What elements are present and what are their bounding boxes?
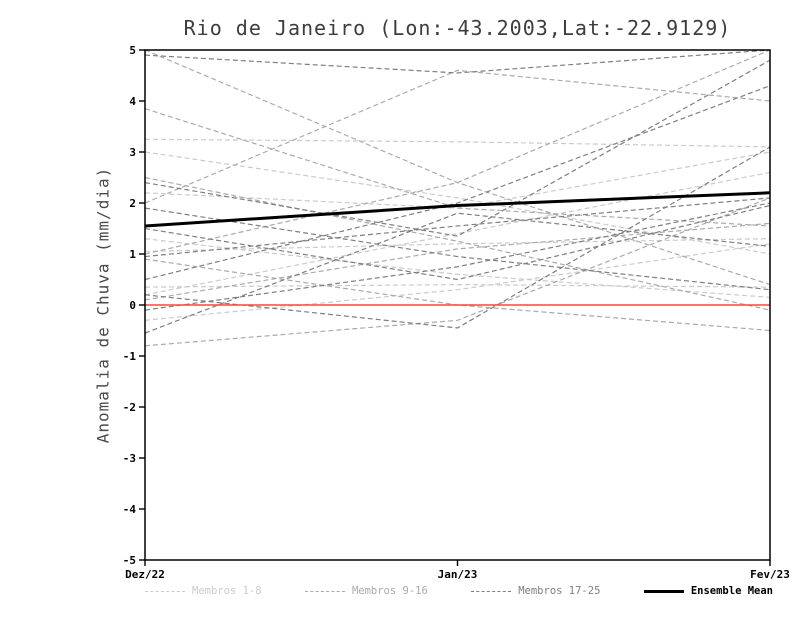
ensemble-mean-line bbox=[145, 191, 770, 228]
member-line-g3-8 bbox=[145, 85, 770, 281]
member-line-g1-4 bbox=[145, 238, 770, 253]
member-line-g1-3 bbox=[145, 151, 770, 209]
series-lines bbox=[145, 50, 770, 347]
member-line-g1-6 bbox=[145, 171, 770, 296]
member-line-g1-8 bbox=[145, 243, 770, 321]
legend-line-sample bbox=[471, 590, 512, 592]
legend-label: Ensemble Mean bbox=[690, 585, 773, 597]
legend: Membros 1-8 Membros 9-16 Membros 17-25 Ense… bbox=[145, 585, 773, 597]
y-tick-label: 1 bbox=[129, 248, 136, 261]
y-tick-label: -4 bbox=[123, 503, 137, 516]
y-tick-label: -5 bbox=[123, 554, 136, 567]
x-tick-label: Jan/23 bbox=[438, 568, 478, 581]
y-tick-label: 4 bbox=[129, 95, 136, 108]
legend-label: Membros 1-8 bbox=[192, 585, 262, 597]
member-line-g1-7 bbox=[145, 238, 770, 298]
y-tick-label: 3 bbox=[129, 146, 136, 159]
member-line-g3-7 bbox=[145, 204, 770, 281]
y-tick-label: 0 bbox=[129, 299, 136, 312]
member-line-g3-2 bbox=[145, 59, 770, 237]
member-line-g2-7 bbox=[145, 197, 770, 347]
x-tick-label: Dez/22 bbox=[125, 568, 165, 581]
x-tick-label: Fev/23 bbox=[750, 568, 790, 581]
member-line-g2-4 bbox=[145, 50, 770, 255]
member-line-g2-8 bbox=[145, 69, 770, 204]
member-line-g2-6 bbox=[145, 222, 770, 301]
member-line-g1-1 bbox=[145, 138, 770, 148]
member-line-g2-3 bbox=[145, 176, 770, 311]
legend-entry: Membros 17-25 bbox=[471, 585, 600, 597]
legend-entry: Ensemble Mean bbox=[643, 585, 773, 597]
member-line-g3-6 bbox=[145, 212, 770, 334]
member-line-g3-5 bbox=[145, 146, 770, 329]
legend-line-sample bbox=[145, 590, 185, 592]
legend-label: Membros 9-16 bbox=[351, 585, 428, 597]
chart-title: Rio de Janeiro (Lon:-43.2003,Lat:-22.912… bbox=[183, 16, 732, 40]
y-tick-label: -3 bbox=[123, 452, 136, 465]
member-line-g3-9 bbox=[145, 202, 770, 311]
legend-line-sample bbox=[304, 590, 345, 592]
y-tick-label: -1 bbox=[123, 350, 137, 363]
member-line-g2-2 bbox=[145, 108, 770, 227]
legend-entry: Membros 9-16 bbox=[304, 585, 428, 597]
legend-label: Membros 17-25 bbox=[518, 585, 601, 597]
y-tick-label: 2 bbox=[129, 197, 136, 210]
member-line-g3-1 bbox=[145, 50, 770, 74]
member-line-g1-2 bbox=[145, 151, 770, 255]
member-line-g3-3 bbox=[145, 207, 770, 291]
legend-line-sample bbox=[643, 589, 684, 593]
y-tick-label: -2 bbox=[123, 401, 136, 414]
member-line-g1-5 bbox=[145, 283, 770, 288]
y-tick-label: 5 bbox=[129, 44, 136, 57]
legend-entry: Membros 1-8 bbox=[145, 585, 262, 597]
